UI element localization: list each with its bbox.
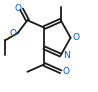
Text: N: N [63, 51, 69, 60]
Text: O: O [14, 4, 21, 13]
Text: O: O [72, 33, 79, 42]
Text: O: O [9, 29, 16, 38]
Text: O: O [63, 67, 70, 76]
